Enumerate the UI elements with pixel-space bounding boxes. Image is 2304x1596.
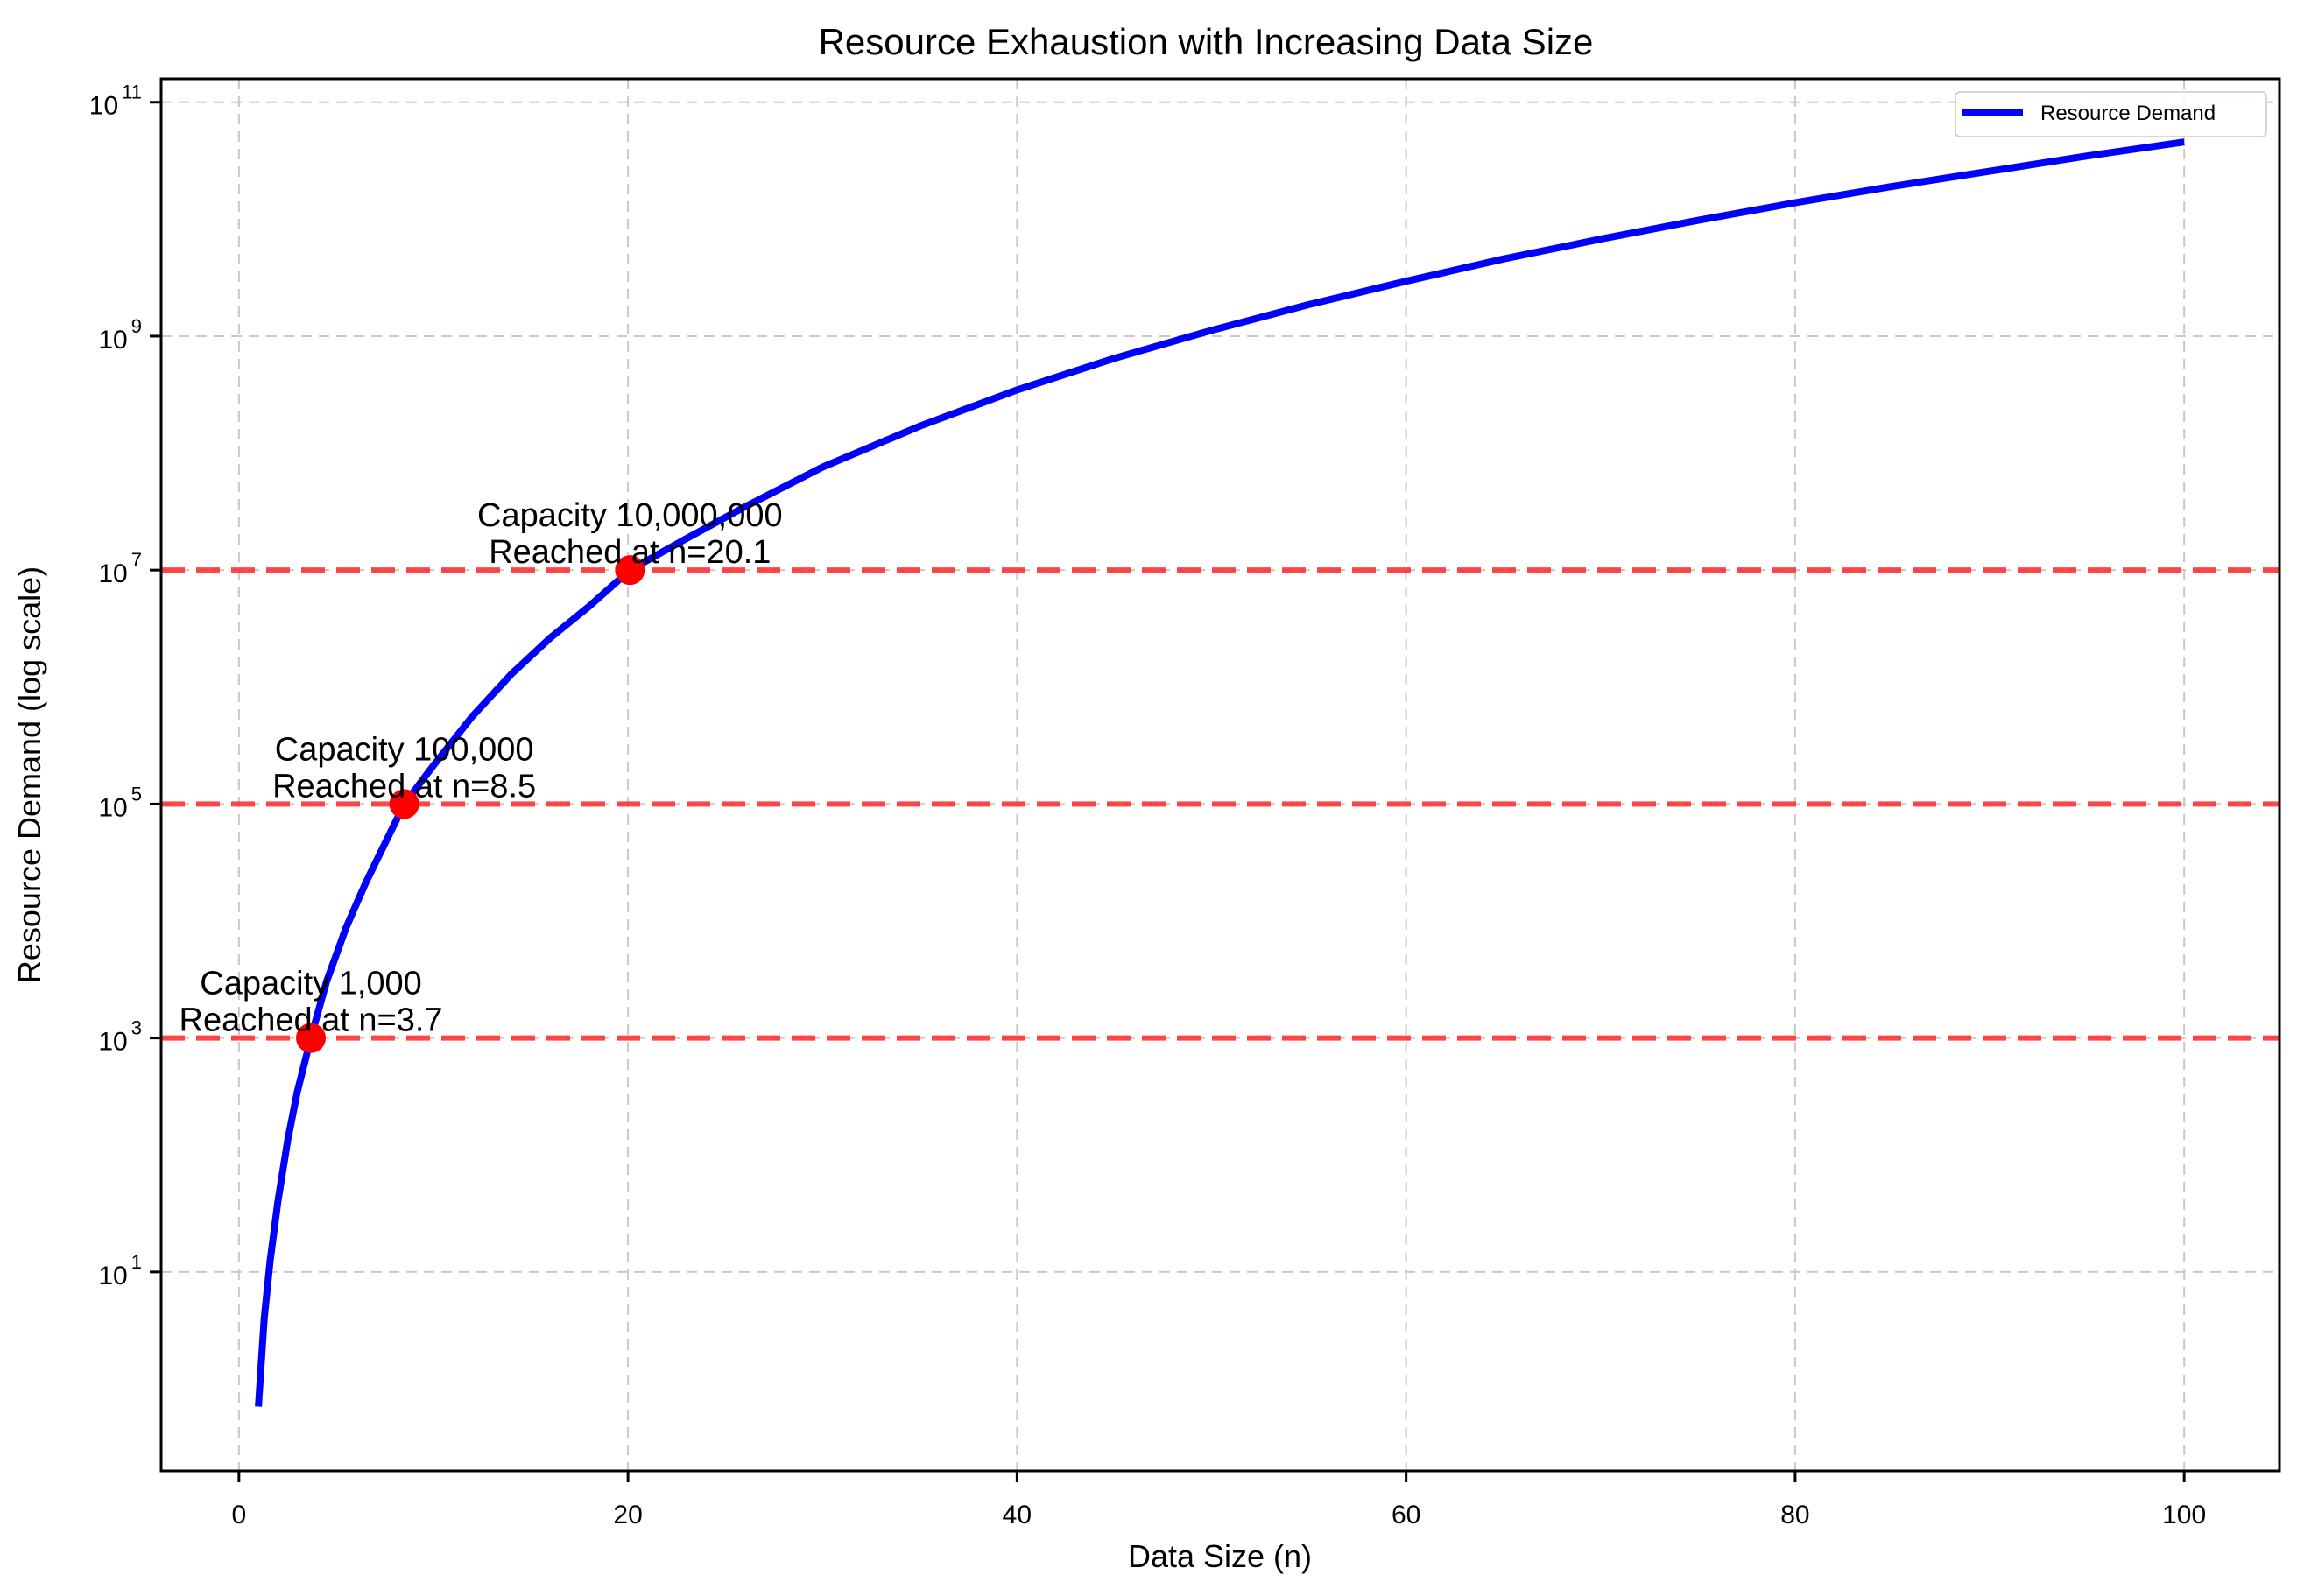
x-tick-label: 40: [1003, 1501, 1032, 1529]
axes-frame: [159, 77, 2281, 1473]
capacity-reached-marker: [615, 555, 645, 586]
y-tick-label: 10 1: [98, 1251, 142, 1290]
annotation-capacity: Capacity 10,000,000: [477, 497, 783, 534]
legend-box: [1955, 91, 2267, 137]
y-axis-label: Resource Demand (log scale): [11, 566, 47, 983]
y-tick-label: 10 3: [98, 1017, 142, 1057]
x-tick-label: 20: [613, 1501, 642, 1529]
x-tick-label: 100: [2162, 1501, 2206, 1529]
capacity-reached-marker: [389, 789, 419, 819]
annotation-capacity: Capacity 1,000: [200, 966, 422, 1002]
capacity-lines: [161, 567, 2279, 1041]
x-tick-label: 80: [1780, 1501, 1809, 1529]
y-tick-label: 10 7: [98, 549, 142, 588]
resource-demand-line: [255, 138, 2185, 1407]
x-tick-label: 0: [232, 1501, 247, 1529]
y-tick-label: 10 11: [89, 81, 142, 121]
annotation-reached: Reached at n=3.7: [180, 1002, 443, 1039]
annotation-capacity: Capacity 100,000: [275, 731, 534, 768]
y-tick-label: 10 9: [98, 315, 142, 355]
annotation-reached: Reached at n=20.1: [489, 534, 771, 571]
x-tick-label: 60: [1392, 1501, 1420, 1529]
y-tick-label: 10 5: [98, 783, 142, 822]
x-axis-label: Data Size (n): [1128, 1538, 1312, 1574]
annotation-reached: Reached at n=8.5: [272, 768, 536, 805]
x-axis-ticks: 0 20 40 60 80 100: [232, 1471, 2206, 1529]
resource-demand-series: [255, 138, 2185, 1407]
capacity-reached-marker: [296, 1023, 327, 1053]
legend: Resource Demand: [1955, 91, 2267, 137]
legend-label-resource-demand: Resource Demand: [2040, 102, 2216, 125]
chart-title: Resource Exhaustion with Increasing Data…: [819, 21, 1594, 62]
capacity-markers: [296, 555, 645, 1053]
